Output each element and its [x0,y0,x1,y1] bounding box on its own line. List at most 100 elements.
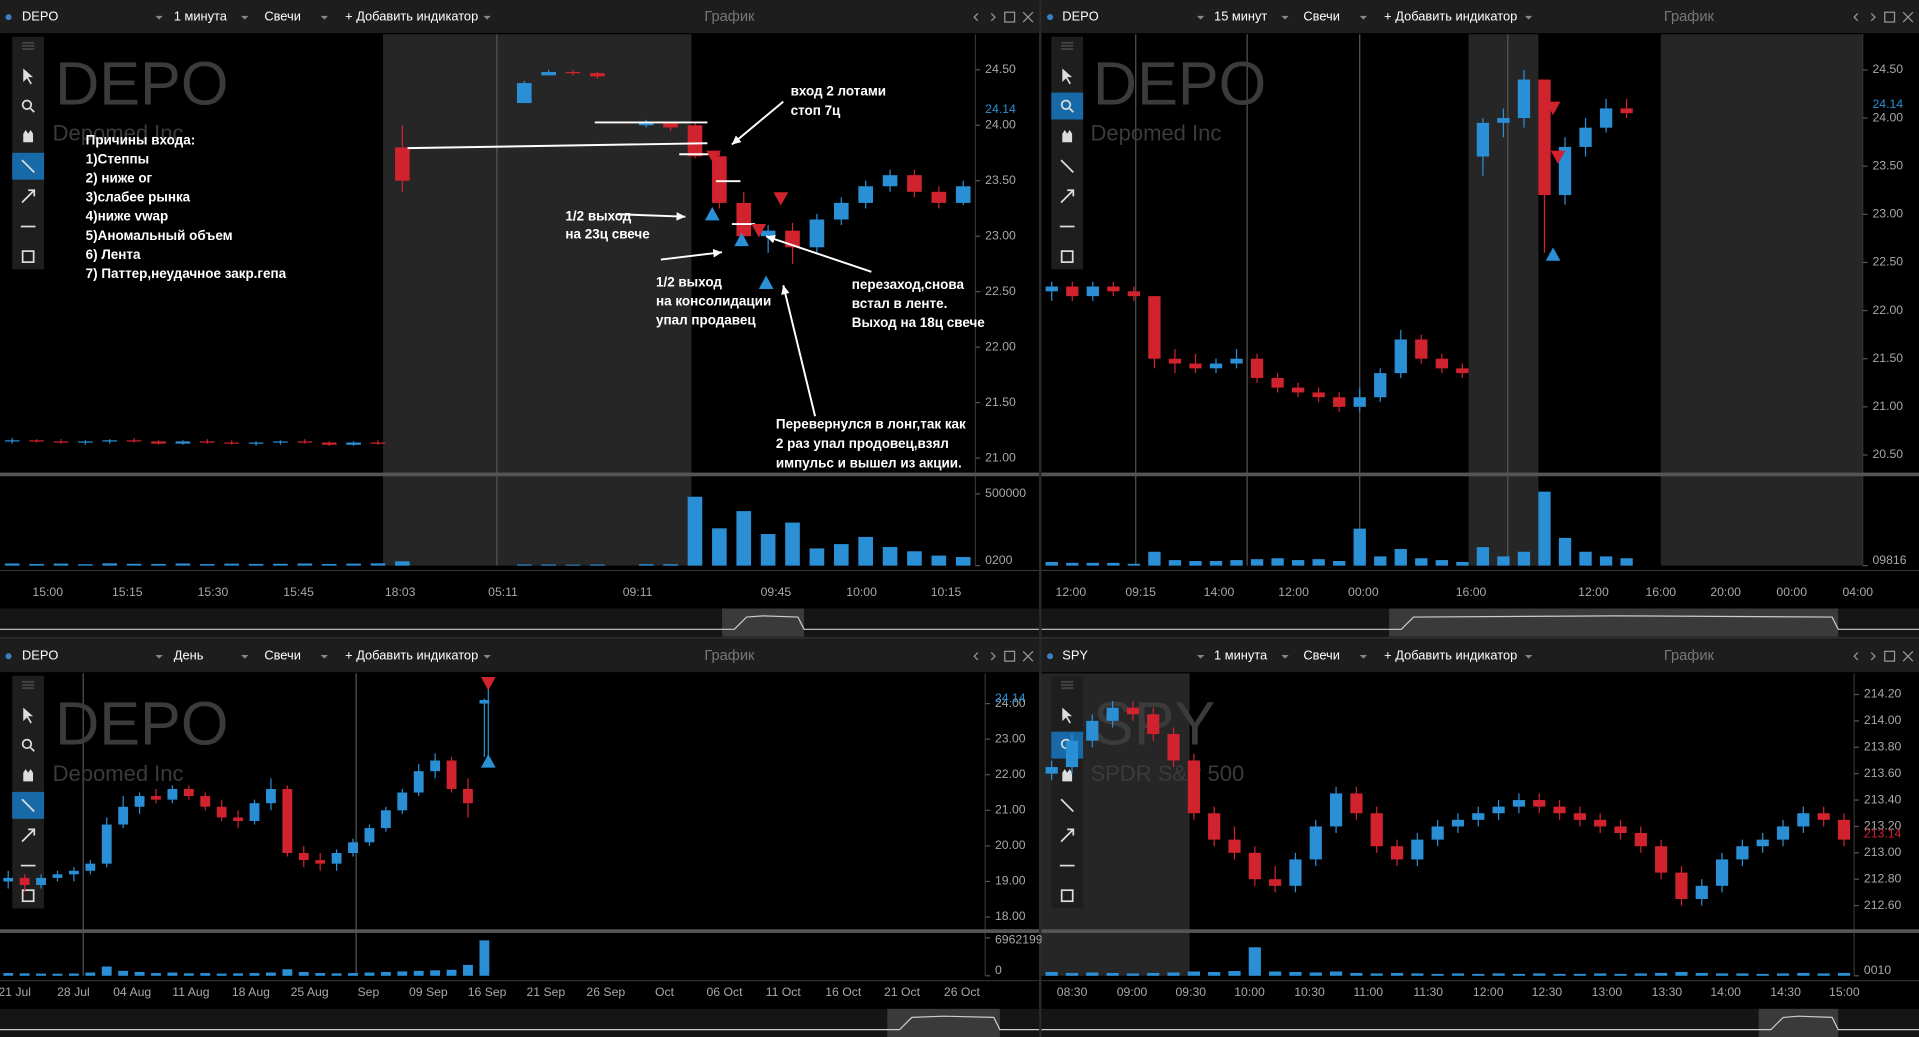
maximize-button[interactable] [1004,11,1016,23]
zoom-icon[interactable] [21,738,33,750]
navigator[interactable] [0,608,1040,637]
volume-bar [1269,971,1282,976]
hand-icon[interactable] [1062,769,1073,782]
interval-selector[interactable]: 1 минута [174,9,228,24]
maximize-button[interactable] [1884,650,1896,662]
interval-selector[interactable]: 15 минут [1214,9,1267,24]
next-button[interactable] [990,13,996,22]
x-tick-label: 09:00 [1117,985,1148,999]
dropdown-caret[interactable] [241,655,249,659]
annotation-line [407,142,708,150]
add-indicator-button[interactable]: + Добавить индикатор [1384,9,1517,24]
close-button[interactable] [1022,650,1034,662]
style-selector[interactable]: Свечи [264,648,301,663]
style-selector[interactable]: Свечи [1303,9,1340,24]
next-button[interactable] [990,652,996,661]
navigator-window[interactable] [1389,608,1839,637]
candle-body [53,441,69,443]
dropdown-caret[interactable] [1524,655,1533,659]
navigator-window[interactable] [887,1008,1000,1037]
x-tick-label: 09:11 [623,585,653,599]
volume-bar [1289,971,1302,976]
volume-bar [809,548,825,566]
symbol-selector[interactable]: DEPO [1062,9,1098,24]
zoom-icon[interactable] [21,99,33,110]
navigator-window[interactable] [722,608,805,637]
cursor-icon[interactable] [23,68,34,85]
dropdown-caret[interactable] [1281,655,1289,659]
rect-icon[interactable] [1060,250,1074,263]
hand-icon[interactable] [23,769,34,782]
trendline-icon[interactable] [1060,159,1074,173]
prev-button[interactable] [1853,652,1859,661]
maximize-button[interactable] [1884,11,1896,23]
arrow-icon[interactable] [21,189,35,204]
annotation-text: вход 2 лотами [791,83,886,98]
dropdown-caret[interactable] [320,655,328,659]
navigator-window[interactable] [1758,1008,1839,1037]
symbol-selector[interactable]: DEPO [22,648,58,663]
x-tick-label: 12:00 [1473,985,1504,999]
rect-icon[interactable] [1060,889,1074,903]
add-indicator-button[interactable]: + Добавить индикатор [345,9,478,24]
close-button[interactable] [1022,11,1034,23]
candle-body [1126,707,1140,715]
dropdown-caret[interactable] [1524,15,1533,20]
style-selector[interactable]: Свечи [1303,648,1340,663]
hand-icon[interactable] [1062,130,1073,143]
trendline-icon[interactable] [1060,798,1074,813]
volume-bar [1370,973,1383,976]
dropdown-caret[interactable] [1359,15,1368,20]
dropdown-caret[interactable] [320,15,328,20]
cursor-icon[interactable] [23,707,34,724]
trendline-icon[interactable] [21,798,35,813]
add-indicator-button[interactable]: + Добавить индикатор [345,648,478,663]
maximize-button[interactable] [1004,650,1016,662]
annotation-arrowhead [781,285,790,295]
candle-body [102,440,118,442]
cursor-icon[interactable] [1062,68,1073,85]
annotation-arrowhead [712,249,723,258]
dropdown-caret[interactable] [241,15,249,20]
dropdown-caret[interactable] [1281,15,1289,20]
dropdown-caret[interactable] [483,15,491,20]
symbol-selector[interactable]: SPY [1062,648,1088,663]
volume-bar [430,970,441,976]
candle-body [1086,720,1099,741]
volume-bar [200,973,211,976]
candle-body [1312,392,1325,398]
rect-icon[interactable] [21,889,35,903]
arrow-icon[interactable] [21,828,35,843]
close-button[interactable] [1902,650,1914,662]
trendline-icon[interactable] [21,159,35,173]
add-indicator-button[interactable]: + Добавить индикатор [1384,648,1517,663]
rect-icon[interactable] [21,250,35,263]
prev-button[interactable] [973,652,979,661]
arrow-icon[interactable] [1060,828,1074,843]
cursor-icon[interactable] [1062,707,1073,724]
navigator[interactable] [0,1008,1040,1037]
prev-button[interactable] [1853,13,1859,22]
interval-selector[interactable]: 1 минута [1214,648,1268,663]
candle-body [167,788,178,800]
dropdown-caret[interactable] [483,655,491,659]
arrow-icon[interactable] [1060,189,1074,204]
hand-icon[interactable] [23,130,34,143]
candle-body [1553,806,1566,814]
close-button[interactable] [1902,11,1914,23]
dropdown-caret[interactable] [1359,655,1368,659]
x-tick-label: 14:00 [1204,585,1235,599]
zoom-icon[interactable] [1060,99,1072,110]
interval-selector[interactable]: День [174,648,204,663]
style-selector[interactable]: Свечи [264,9,301,24]
dropdown-caret[interactable] [1196,15,1205,20]
dropdown-caret[interactable] [155,655,163,659]
symbol-icon [5,653,12,660]
prev-button[interactable] [973,13,979,22]
dropdown-caret[interactable] [1196,655,1205,659]
symbol-selector[interactable]: DEPO [22,9,58,24]
dropdown-caret[interactable] [155,15,163,20]
next-button[interactable] [1870,13,1876,22]
next-button[interactable] [1870,652,1876,661]
x-tick-label: 11 Oct [766,985,802,999]
